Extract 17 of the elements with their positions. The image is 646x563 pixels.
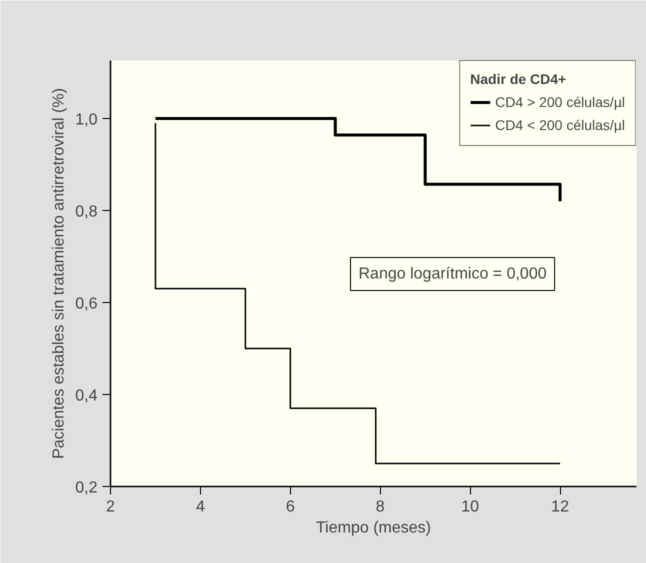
y-tick-label: 0,8 bbox=[75, 203, 98, 220]
legend-label: CD4 < 200 células/µl bbox=[495, 117, 625, 133]
legend-title: Nadir de CD4+ bbox=[470, 71, 568, 87]
y-tick-label: 1,0 bbox=[75, 111, 98, 128]
x-tick-label: 2 bbox=[106, 498, 116, 516]
x-tick-label: 6 bbox=[286, 498, 295, 516]
x-tick-label: 10 bbox=[461, 498, 480, 516]
y-tick-label: 0,2 bbox=[75, 480, 98, 496]
y-axis-title: Pacientes estables sin tratamiento antirretroviral (%) bbox=[50, 88, 68, 459]
x-tick-label: 4 bbox=[196, 498, 205, 516]
legend-label: CD4 > 200 células/µl bbox=[495, 94, 625, 110]
annotation: Rango logarítmico = 0,000 bbox=[358, 266, 547, 282]
y-tick-label: 0,4 bbox=[75, 387, 98, 404]
x-tick-label: 8 bbox=[376, 498, 385, 516]
y-tick-label: 0,6 bbox=[75, 295, 98, 312]
x-tick-label: 12 bbox=[551, 498, 570, 516]
x-axis-title: Tiempo (meses) bbox=[316, 520, 431, 536]
